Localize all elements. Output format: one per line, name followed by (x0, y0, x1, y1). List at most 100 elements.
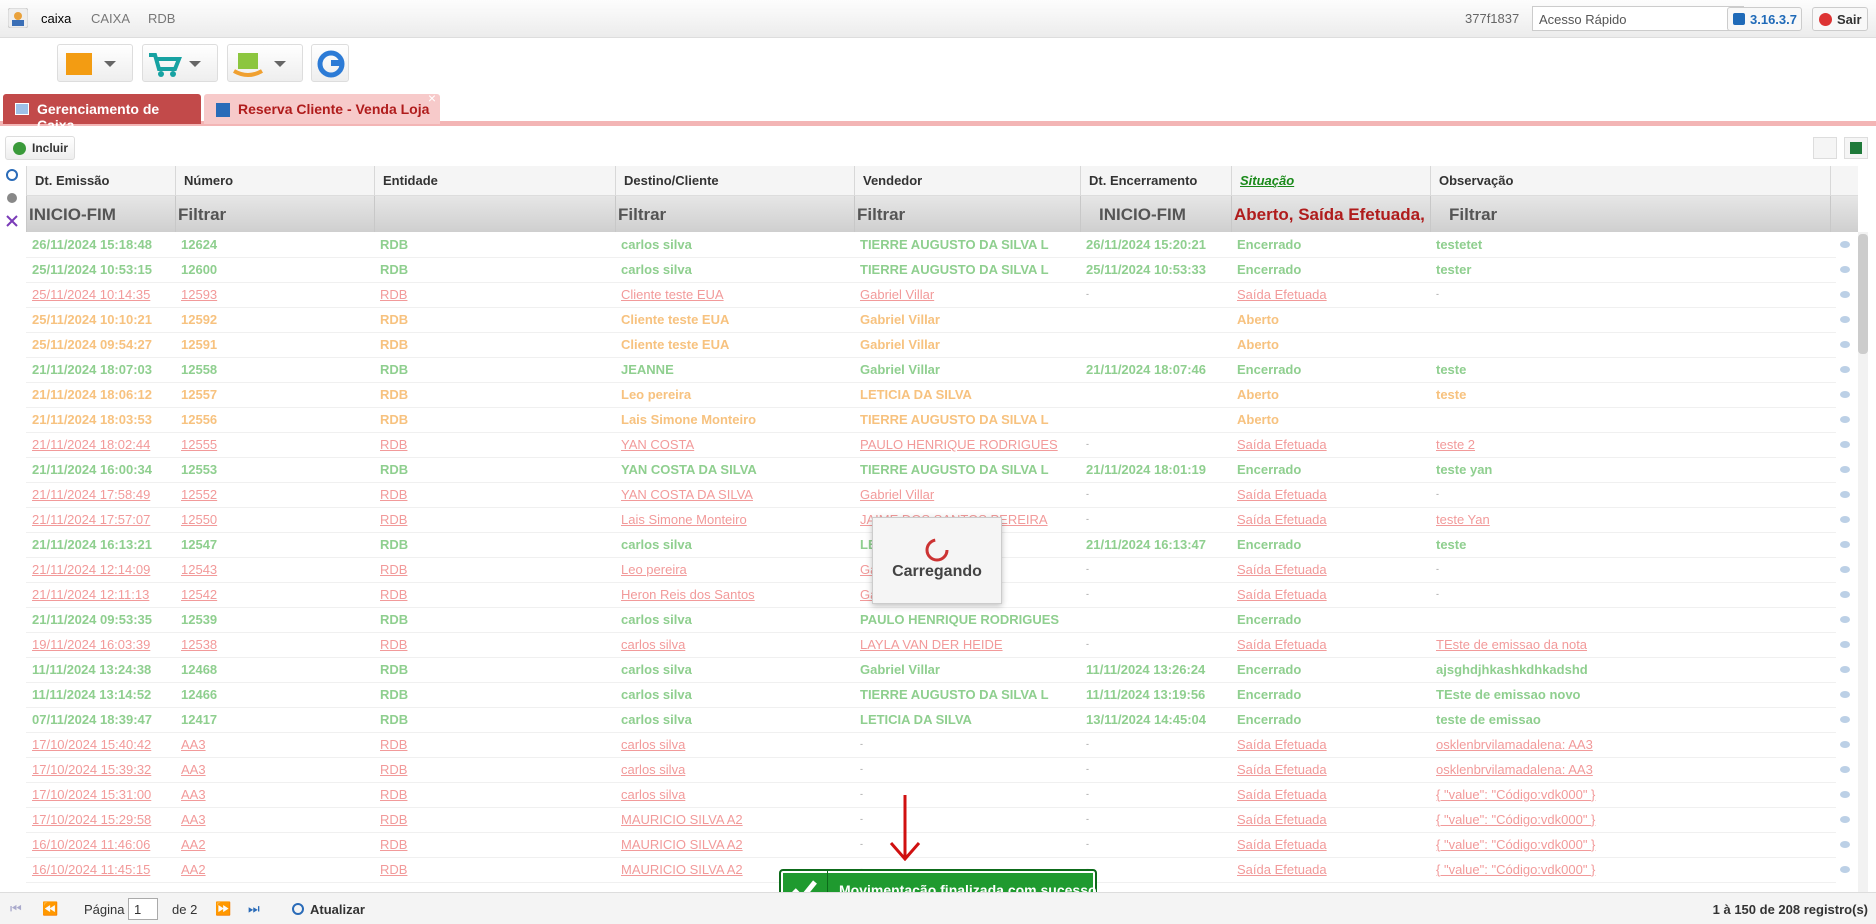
cell: - (1436, 589, 1439, 599)
row-separator (26, 732, 1836, 733)
row-separator (26, 282, 1836, 283)
next-page-button[interactable]: ⏩ (215, 901, 232, 916)
view-icon[interactable] (1840, 616, 1850, 623)
view-icon[interactable] (1840, 716, 1850, 723)
column-filter[interactable]: INICIO-FIM (26, 196, 175, 232)
row-separator (26, 632, 1836, 633)
view-icon[interactable] (1840, 866, 1850, 873)
tab[interactable]: Reserva Cliente - Venda Loja × (204, 90, 440, 124)
cell: PAULO HENRIQUE RODRIGUES (860, 612, 1060, 627)
view-icon[interactable] (1840, 816, 1850, 823)
column-filter[interactable] (374, 196, 615, 232)
column-filter[interactable]: INICIO-FIM (1080, 196, 1231, 232)
view-icon[interactable] (1840, 291, 1850, 298)
version-button[interactable]: 3.16.3.7 (1727, 7, 1802, 31)
column-header: Situação (1231, 166, 1430, 196)
prev-page-button[interactable]: ⏪ (42, 901, 59, 916)
cell: 12417 (181, 712, 218, 727)
cell: Encerrado (1237, 612, 1302, 627)
tab-close[interactable]: × (427, 90, 436, 106)
cell: teste 2 (1436, 437, 1476, 452)
products-menu-button[interactable] (227, 44, 303, 82)
grid-side-tools (6, 169, 18, 227)
view-icon[interactable] (1840, 566, 1850, 573)
view-icon[interactable] (1840, 766, 1850, 773)
cell: - (1436, 564, 1439, 574)
view-icon[interactable] (1840, 441, 1850, 448)
user-name[interactable]: caixa (41, 11, 72, 26)
cell: RDB (380, 537, 409, 552)
cell: 11/11/2024 13:24:38 (32, 662, 152, 677)
view-icon[interactable] (1840, 516, 1850, 523)
column-header (1830, 166, 1858, 196)
cashier-menu-button[interactable] (57, 44, 133, 82)
view-icon[interactable] (1840, 591, 1850, 598)
cell: RDB (380, 862, 408, 877)
last-page-button[interactable]: ⏭ (248, 901, 260, 916)
view-icon[interactable] (1840, 316, 1850, 323)
cell: tester (1436, 262, 1472, 277)
view-icon[interactable] (1840, 366, 1850, 373)
cell: 12600 (181, 262, 218, 277)
cell: 12624 (181, 237, 218, 252)
nav-link[interactable]: RDB (148, 11, 176, 26)
add-button[interactable]: Incluir (5, 136, 75, 160)
row-separator (26, 307, 1836, 308)
view-icon[interactable] (1840, 491, 1850, 498)
column-filter[interactable]: Aberto, Saída Efetuada, (1231, 196, 1430, 232)
view-icon[interactable] (1840, 691, 1850, 698)
cell: 16/10/2024 11:45:15 (32, 862, 151, 877)
logout-label: Sair (1837, 12, 1862, 27)
column-filter[interactable]: Filtrar (175, 196, 374, 232)
cell: teste Yan (1436, 512, 1490, 527)
view-icon[interactable] (1840, 266, 1850, 273)
cell: - (1086, 289, 1089, 299)
column-filter[interactable]: Filtrar (854, 196, 1080, 232)
cell: Aberto (1237, 387, 1279, 402)
view-icon[interactable] (1840, 741, 1850, 748)
page-input[interactable]: 1 (128, 898, 158, 920)
view-icon[interactable] (1840, 541, 1850, 548)
row-separator (26, 757, 1836, 758)
first-page-button[interactable]: ⏮ (10, 901, 22, 916)
row-separator (26, 432, 1836, 433)
cell: RDB (380, 312, 409, 327)
cell: 12543 (181, 562, 218, 577)
cell: carlos silva (621, 712, 692, 727)
view-icon[interactable] (1840, 641, 1850, 648)
view-icon[interactable] (1840, 666, 1850, 673)
cell: Encerrado (1237, 462, 1302, 477)
nav-link[interactable]: CAIXA (91, 11, 131, 26)
row-separator (26, 332, 1836, 333)
quick-access-select[interactable]: Acesso Rápido▼ (1532, 6, 1744, 31)
cell: { "value": "Código:vdk000" } (1436, 862, 1596, 877)
cell: Saída Efetuada (1237, 562, 1327, 577)
print-button[interactable] (1813, 137, 1837, 159)
view-icon[interactable] (1840, 841, 1850, 848)
view-icon[interactable] (1840, 466, 1850, 473)
cell: Lais Simone Monteiro (621, 512, 747, 527)
tab[interactable]: Gerenciamento de Caixa (3, 94, 201, 133)
cell: { "value": "Código:vdk000" } (1436, 837, 1596, 852)
cell: 07/11/2024 18:39:47 (32, 712, 152, 727)
excel-button[interactable] (1844, 137, 1868, 159)
cell: - (1086, 589, 1089, 599)
view-icon[interactable] (1840, 391, 1850, 398)
cell: YAN COSTA (621, 437, 695, 452)
cell: testetet (1436, 237, 1483, 252)
cell: Encerrado (1237, 237, 1302, 252)
column-filter[interactable]: Filtrar (615, 196, 854, 232)
sync-button[interactable] (311, 44, 349, 82)
cell: - (1086, 789, 1089, 799)
cell: 25/11/2024 10:10:21 (32, 312, 152, 327)
cart-menu-button[interactable] (142, 44, 218, 82)
view-icon[interactable] (1840, 241, 1850, 248)
refresh-button[interactable]: Atualizar (290, 898, 365, 920)
view-icon[interactable] (1840, 791, 1850, 798)
column-filter[interactable]: Filtrar (1430, 196, 1830, 232)
cell: 12553 (181, 462, 218, 477)
view-icon[interactable] (1840, 341, 1850, 348)
logout-button[interactable]: Sair (1812, 7, 1868, 31)
cell: Aberto (1237, 337, 1279, 352)
view-icon[interactable] (1840, 416, 1850, 423)
